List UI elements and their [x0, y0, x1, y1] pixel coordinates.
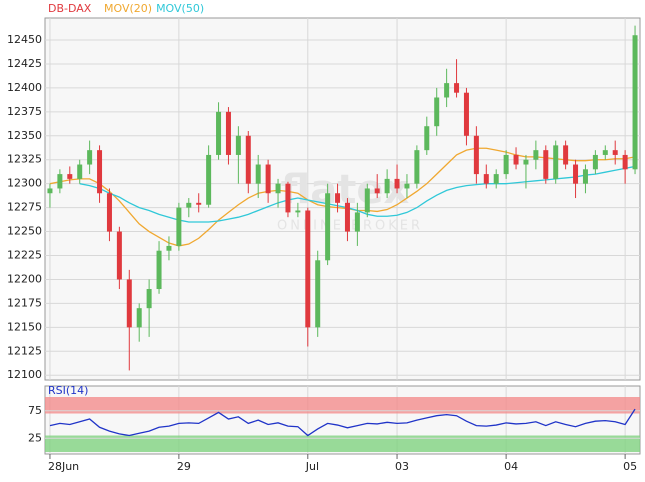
candle-body	[543, 150, 549, 179]
legend-entry: DB-DAX	[48, 2, 92, 15]
candle-body	[206, 154, 212, 205]
candle-body	[404, 183, 410, 189]
candle-body	[503, 154, 509, 175]
watermark: ONLINE BROKER	[277, 219, 423, 234]
candle-body	[632, 35, 638, 170]
candle-body	[146, 289, 152, 309]
y-tick-label: 75	[28, 404, 42, 417]
candle-body	[483, 174, 489, 184]
candle-body	[454, 83, 460, 93]
candle-body	[285, 183, 291, 213]
candle-body	[344, 202, 350, 232]
y-tick-label: 12250	[7, 225, 42, 238]
y-tick-label: 12125	[7, 344, 42, 357]
legend-entry: MOV(50)	[156, 2, 204, 15]
candle-body	[87, 150, 93, 165]
candle-body	[622, 154, 628, 170]
candle-body	[592, 154, 598, 170]
y-tick-label: 12425	[7, 57, 42, 70]
y-tick-label: 12375	[7, 105, 42, 118]
candle-body	[424, 126, 430, 151]
candle-body	[335, 193, 341, 203]
candle-body	[295, 210, 301, 213]
y-tick-label: 12175	[7, 296, 42, 309]
candle-body	[106, 193, 112, 232]
candle-body	[364, 188, 370, 213]
candle-body	[47, 188, 53, 194]
candle-body	[196, 202, 202, 205]
candle-body	[563, 145, 569, 165]
candle-body	[156, 250, 162, 290]
candle-body	[216, 111, 222, 155]
candle-body	[186, 202, 192, 208]
y-tick-label: 12300	[7, 177, 42, 190]
candle-body	[414, 150, 420, 184]
rsi-band	[45, 435, 640, 452]
rsi-line	[49, 408, 636, 437]
rsi-band	[45, 397, 640, 414]
x-tick-label: 04	[504, 460, 518, 473]
candle-body	[374, 188, 380, 194]
candle-body	[533, 150, 539, 160]
candle-body	[116, 231, 122, 280]
candle-body	[255, 164, 261, 184]
candle-body	[57, 174, 63, 189]
candle-body	[245, 135, 251, 184]
candle-body	[305, 210, 311, 328]
candle-body	[582, 169, 588, 184]
candle-body	[126, 279, 132, 328]
y-tick-label: 12200	[7, 272, 42, 285]
x-tick-label: 03	[395, 460, 409, 473]
candle-body	[444, 83, 450, 98]
candle-body	[553, 145, 559, 179]
candle-body	[384, 178, 390, 194]
candle-body	[612, 150, 618, 155]
y-tick-label: 12225	[7, 249, 42, 262]
candle-body	[513, 154, 519, 165]
legend-entry: RSI(14)	[48, 384, 88, 397]
candle-body	[394, 178, 400, 189]
x-tick-label: 28Jun	[48, 460, 79, 473]
candle-body	[573, 164, 579, 184]
candle-body	[325, 193, 331, 261]
y-tick-label: 12400	[7, 81, 42, 94]
candle-body	[235, 135, 241, 155]
candle-body	[354, 212, 360, 232]
candle-body	[67, 174, 73, 179]
candle-body	[97, 150, 103, 194]
price-panel	[44, 17, 641, 381]
x-tick-label: 05	[623, 460, 637, 473]
y-tick-label: 12325	[7, 153, 42, 166]
y-tick-label: 12275	[7, 201, 42, 214]
candle-body	[176, 207, 182, 246]
candle-body	[136, 308, 142, 328]
y-tick-label: 12450	[7, 33, 42, 46]
y-tick-label: 12150	[7, 320, 42, 333]
candle-body	[523, 159, 529, 165]
y-tick-label: 12350	[7, 129, 42, 142]
candle-body	[166, 245, 172, 251]
candle-body	[602, 150, 608, 155]
candle-body	[493, 174, 499, 184]
y-tick-label: 12100	[7, 368, 42, 381]
candle-body	[275, 183, 281, 194]
x-tick-label: Jul	[305, 460, 319, 473]
candle-body	[315, 260, 321, 328]
candle-body	[265, 164, 271, 194]
candle-body	[225, 111, 231, 155]
candle-body	[77, 164, 83, 179]
candle-body	[463, 92, 469, 136]
legend-entry: MOV(20)	[104, 2, 152, 15]
x-tick-label: 29	[177, 460, 191, 473]
y-tick-label: 25	[28, 431, 42, 444]
candle-body	[473, 135, 479, 175]
candle-body	[434, 97, 440, 127]
